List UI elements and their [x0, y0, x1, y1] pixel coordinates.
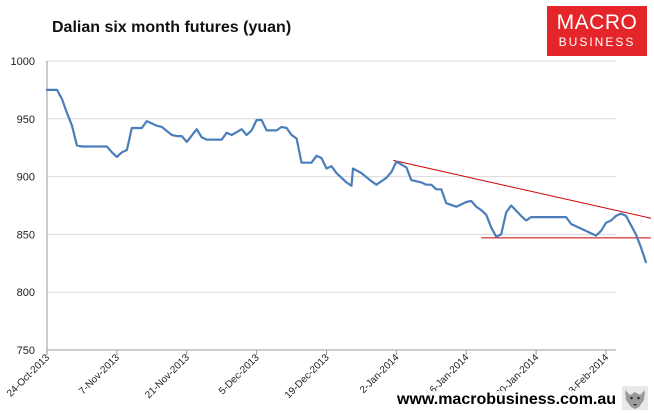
y-tick-label: 900 [17, 172, 35, 184]
macrobusiness-logo: MACRO BUSINESS [547, 6, 647, 56]
y-axis: 750 800 850 900 950 1000 [11, 56, 48, 357]
x-tick-label: 5-Dec-2013 [217, 352, 262, 397]
y-tick-label: 950 [17, 114, 35, 126]
x-tick-label: 21-Nov-2013 [143, 352, 192, 401]
gridlines [47, 60, 616, 293]
x-tick-label: 2-Jan-2014 [358, 352, 402, 396]
trendlines [393, 159, 652, 239]
logo-line-macro: MACRO [556, 11, 638, 34]
y-tick-label: 800 [17, 287, 35, 299]
trendline-1 [393, 159, 652, 219]
y-tick-label: 850 [17, 229, 35, 241]
series-layer [45, 88, 648, 264]
wolf-logo-icon [622, 386, 648, 410]
chart-title: Dalian six month futures (yuan) [52, 19, 292, 36]
price-series-line-1 [45, 88, 648, 264]
y-tick-label: 750 [17, 345, 35, 357]
logo-line-business: BUSINESS [558, 35, 636, 49]
x-tick-label: 7-Nov-2013 [77, 352, 122, 397]
website-url: www.macrobusiness.com.au [395, 391, 619, 409]
x-tick-label: 24-Oct-2013 [5, 352, 52, 399]
y-tick-label: 1000 [11, 56, 35, 68]
x-tick-label: 19-Dec-2013 [283, 352, 332, 401]
